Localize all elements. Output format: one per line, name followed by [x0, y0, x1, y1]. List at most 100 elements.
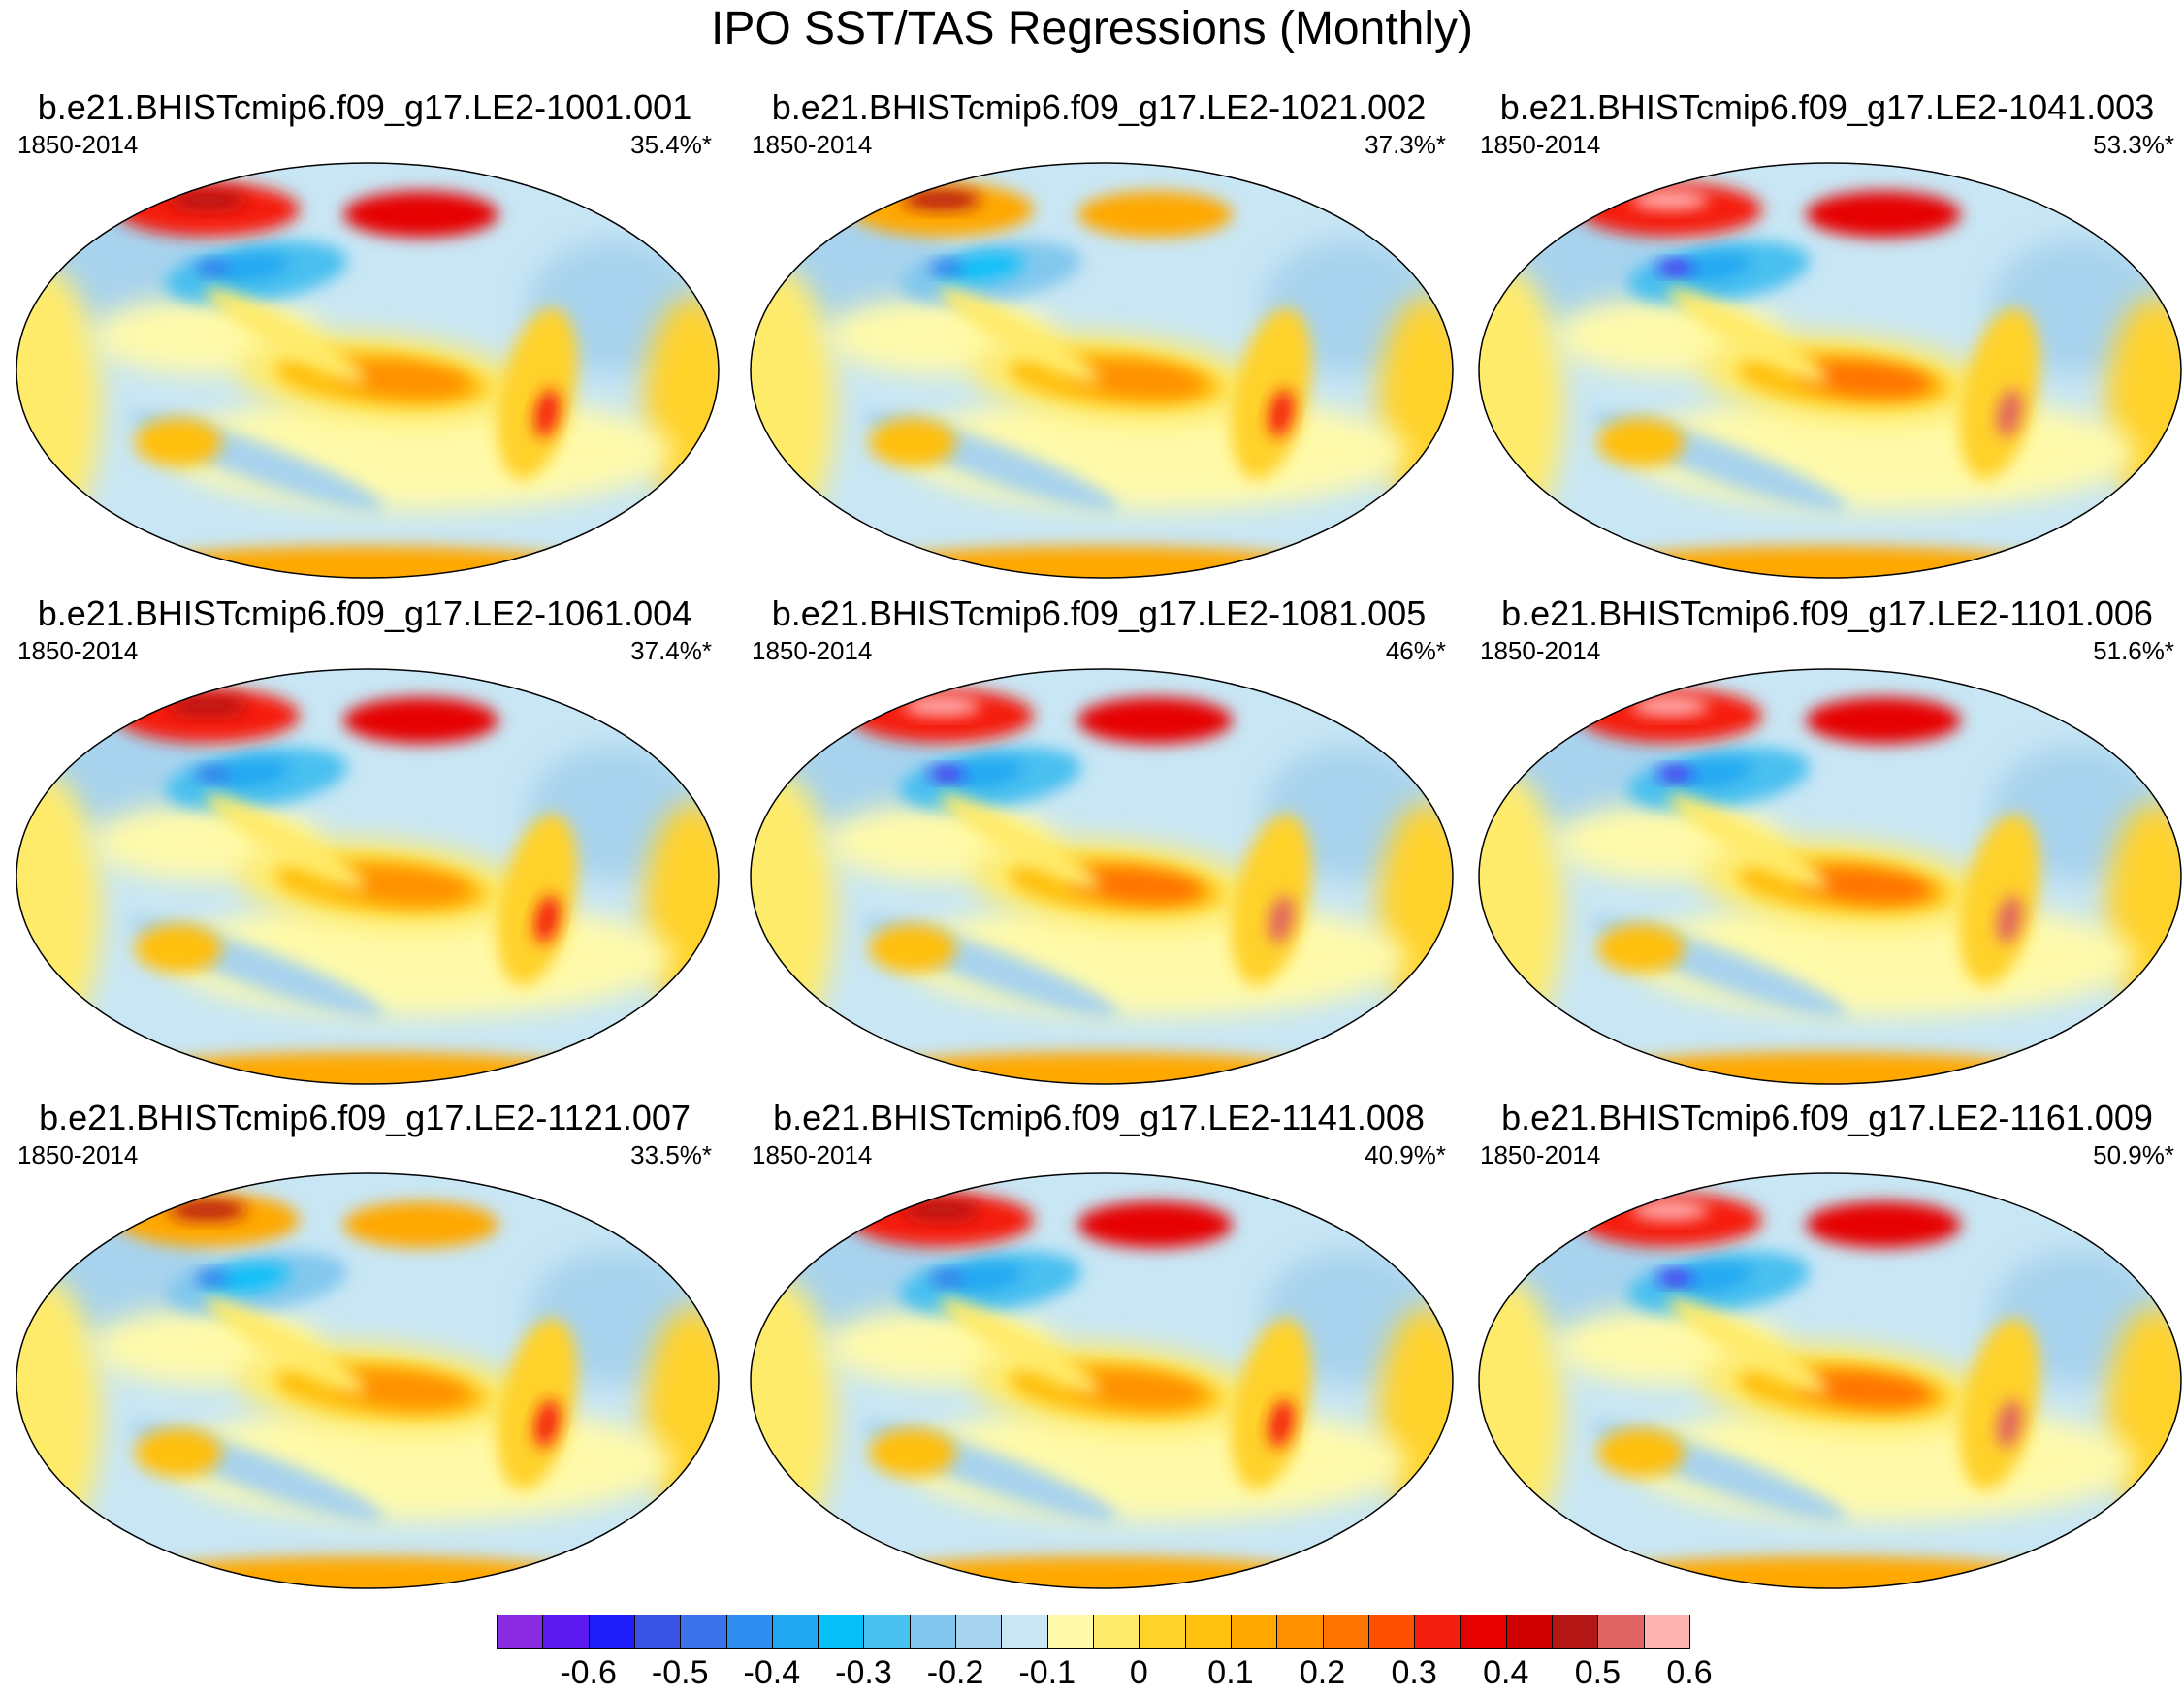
tropical-pacific-warm-core: [1068, 361, 1204, 398]
subtropical-warm-arm: [939, 793, 1100, 890]
south-america-warm-peak: [1269, 389, 1294, 437]
map-border: [1478, 1172, 2182, 1589]
south-america-warm-peak: [1269, 1399, 1294, 1448]
antarctic-warm: [101, 1556, 625, 1588]
map-border: [16, 162, 720, 579]
colorbar-tick-label: 0.6: [1666, 1654, 1713, 1691]
colorbar-swatch: [1139, 1615, 1186, 1649]
arctic-warm-anomaly: [1077, 697, 1233, 744]
panel-period: 1850-2014: [752, 1140, 873, 1169]
panel-period: 1850-2014: [1480, 130, 1601, 159]
panel-title: b.e21.BHISTcmip6.f09_g17.LE2-1081.005: [771, 593, 1427, 633]
antarctic-warm: [835, 546, 1359, 578]
panel-variance: 51.6%*: [2093, 636, 2174, 665]
colorbar-swatch: [1322, 1615, 1369, 1649]
colorbar-swatch: [497, 1615, 544, 1649]
colorbar-swatch: [680, 1615, 727, 1649]
south-america-warm-peak: [1997, 1399, 2022, 1448]
panel-variance: 40.9%*: [1365, 1140, 1446, 1169]
arctic-warm-peak: [903, 696, 980, 716]
tropical-pacific-warm-core: [1796, 361, 1932, 398]
map-border: [1478, 668, 2182, 1085]
panel-title: b.e21.BHISTcmip6.f09_g17.LE2-1041.003: [1499, 87, 2155, 127]
north-pacific-cold-peak: [1657, 1271, 1692, 1285]
panel-title: b.e21.BHISTcmip6.f09_g17.LE2-1141.008: [773, 1098, 1425, 1137]
regression-map: [16, 1172, 720, 1589]
panel-title: b.e21.BHISTcmip6.f09_g17.LE2-1121.007: [39, 1098, 691, 1137]
north-pacific-cold-core: [1665, 1263, 1752, 1294]
subtropical-warm-arm: [1667, 793, 1828, 890]
regression-map: [750, 1172, 1454, 1589]
warm-region: [751, 268, 835, 539]
north-pacific-cold-core: [1665, 758, 1752, 789]
regression-map: [16, 162, 720, 579]
arctic-warm-anomaly: [1077, 191, 1233, 238]
north-pacific-cold-peak: [195, 767, 230, 781]
antarctic-warm: [101, 546, 625, 578]
subtropical-warm-arm: [939, 1297, 1100, 1394]
tropical-pacific-warm-core: [1796, 1371, 1932, 1408]
colorbar-swatch: [1643, 1615, 1690, 1649]
panel-variance: 46%*: [1385, 636, 1446, 665]
map-border: [16, 1172, 720, 1589]
subtropical-warm-arm: [205, 1297, 366, 1394]
map-border: [750, 668, 1454, 1085]
south-america-warm-peak: [534, 895, 560, 943]
north-pacific-cold-core: [203, 758, 290, 789]
regression-map: [1478, 1172, 2182, 1589]
arctic-warm-anomaly: [343, 191, 498, 238]
north-pacific-cold-peak: [195, 261, 230, 274]
arctic-warm-anomaly: [343, 1201, 498, 1248]
arctic-warm-peak: [1631, 696, 1709, 716]
colorbar-tick-label: -0.5: [651, 1654, 709, 1691]
colorbar-swatch: [909, 1615, 957, 1649]
colorbar-tick-label: -0.1: [1018, 1654, 1076, 1691]
arctic-warm-peak: [1631, 190, 1709, 209]
regression-map: [750, 668, 1454, 1085]
colorbar-swatch: [725, 1615, 773, 1649]
regression-map: [1478, 162, 2182, 579]
colorbar-swatch: [588, 1615, 635, 1649]
tropical-pacific-warm-core: [1068, 867, 1204, 904]
south-america-warm: [497, 814, 578, 986]
antarctic-warm: [835, 1556, 1359, 1588]
panel-variance: 35.4%*: [630, 130, 712, 159]
north-pacific-cold-peak: [929, 261, 964, 274]
warm-region: [751, 1278, 835, 1550]
tropical-pacific-warm-core: [334, 867, 469, 904]
south-america-warm: [1231, 814, 1312, 986]
colorbar-swatch: [1001, 1615, 1048, 1649]
south-america-warm: [497, 1318, 578, 1490]
panel-variance: 33.5%*: [630, 1140, 712, 1169]
map-border: [1478, 162, 2182, 579]
arctic-warm-anomaly: [1077, 1201, 1233, 1248]
australia-warm: [1597, 924, 1685, 973]
antarctic-warm: [835, 1052, 1359, 1084]
regression-panel: b.e21.BHISTcmip6.f09_g17.LE2-1161.009 185…: [1470, 1098, 2184, 1602]
regression-panel: b.e21.BHISTcmip6.f09_g17.LE2-1021.002 185…: [742, 87, 1456, 592]
arctic-warm-anomaly: [1806, 697, 1961, 744]
colorbar-swatch: [863, 1615, 911, 1649]
colorbar-tick-label: -0.3: [835, 1654, 892, 1691]
south-america-warm: [1959, 1318, 2040, 1490]
colorbar-tick-label: 0.1: [1207, 1654, 1254, 1691]
south-america-warm: [1231, 1318, 1312, 1490]
panel-period: 1850-2014: [752, 130, 873, 159]
colorbar-swatch: [1276, 1615, 1324, 1649]
panel-title: b.e21.BHISTcmip6.f09_g17.LE2-1061.004: [37, 593, 692, 633]
colorbar-swatch: [1184, 1615, 1232, 1649]
australia-warm: [1597, 418, 1685, 466]
regression-panel: b.e21.BHISTcmip6.f09_g17.LE2-1081.005 185…: [742, 593, 1456, 1098]
panel-title: b.e21.BHISTcmip6.f09_g17.LE2-1161.009: [1501, 1098, 2153, 1137]
tropical-pacific-warm-core: [334, 361, 469, 398]
antarctic-warm: [1563, 1556, 2087, 1588]
regression-map: [16, 668, 720, 1085]
australia-warm: [135, 1428, 222, 1477]
colorbar-swatch: [1093, 1615, 1140, 1649]
colorbar-swatch: [633, 1615, 682, 1649]
tropical-pacific-warm-core: [1796, 867, 1932, 904]
panel-period: 1850-2014: [1480, 636, 1601, 665]
south-america-warm: [1959, 307, 2040, 480]
subtropical-warm-arm: [205, 793, 366, 890]
north-pacific-cold-peak: [929, 767, 964, 781]
